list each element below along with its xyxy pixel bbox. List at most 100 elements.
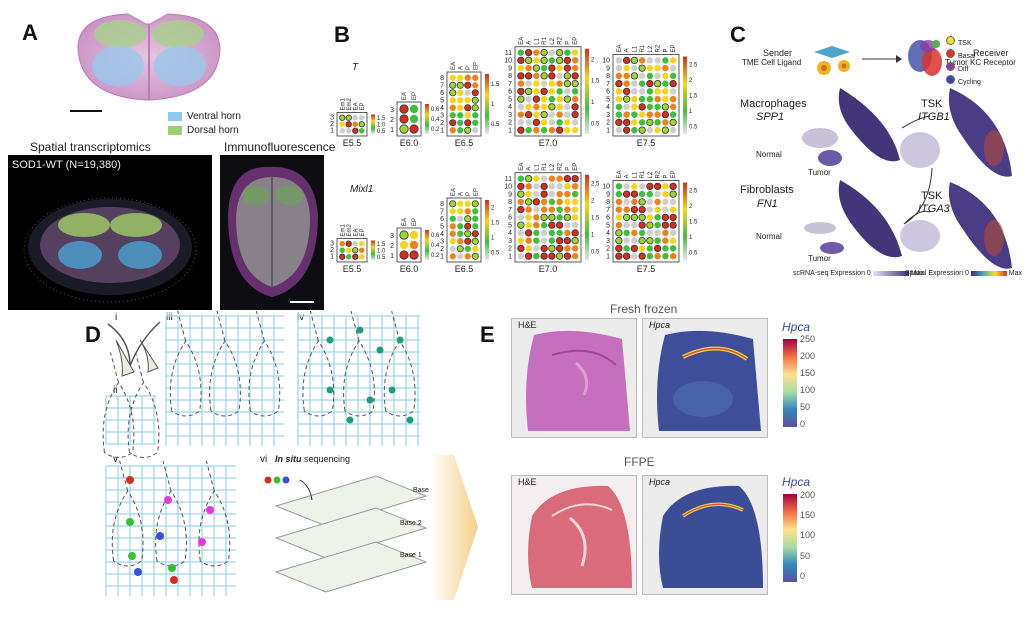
row-label: 8: [606, 73, 610, 80]
dotplot-dot: [525, 126, 532, 134]
col-label: EP: [412, 92, 418, 100]
colorbar-tick: 0.5: [377, 129, 386, 135]
transcript-dot: [366, 396, 374, 404]
dotplot-dot: [669, 103, 677, 111]
dotplot-dot: [517, 87, 525, 96]
dotplot-dot: [661, 110, 670, 119]
ff-tick-200: 200: [800, 351, 816, 361]
dotplot-dot: [409, 124, 419, 134]
dotplot-dot: [615, 88, 623, 95]
swatch-dorsal: [168, 125, 182, 135]
dotplot-dot: [359, 247, 365, 253]
dotplot-dot: [517, 244, 525, 253]
dotplot-dot: [662, 252, 669, 260]
ff-colorbar-title: Hpca: [782, 320, 811, 334]
dotplot-dot: [615, 95, 623, 103]
dotplot-dot: [563, 174, 572, 183]
dotplot-dot: [339, 247, 345, 253]
dotplot-dot: [571, 252, 579, 260]
tumor-label-1: Tumor: [808, 168, 831, 177]
dotplot-dot: [346, 247, 352, 253]
dotplot-dot: [449, 215, 456, 222]
col-label: EA: [402, 218, 408, 226]
dotplot-dot: [457, 238, 464, 245]
col-label: A: [527, 167, 533, 171]
row-label: 10: [602, 58, 610, 65]
colorbar-tick: 2: [689, 204, 693, 210]
dotplot-dot: [638, 205, 646, 214]
dotplot-dot: [540, 221, 548, 229]
base-2-label: Base 2: [400, 520, 422, 527]
cell-process: [255, 310, 265, 342]
stage-label: E6.0: [400, 264, 419, 274]
dotplot-dot: [669, 190, 677, 198]
col-label: Em2: [347, 224, 353, 237]
dotplot-dot: [638, 245, 646, 252]
dotplot-dot: [555, 221, 564, 229]
sender-to-receiver-arrow: [862, 55, 902, 63]
col-label: EA: [617, 44, 623, 52]
dotplot-dot: [556, 88, 563, 95]
dotplot-dot: [669, 72, 677, 80]
legend-dorsal-horn: Dorsal horn: [168, 125, 239, 136]
dotplot-dot: [556, 198, 563, 206]
transcript-dot: [156, 532, 164, 540]
col-label: L1: [632, 45, 638, 52]
row-label: 4: [508, 230, 512, 237]
row-label: 11: [505, 176, 512, 183]
dotplot-dot: [662, 80, 669, 87]
legend-tsk: TSK: [946, 36, 981, 49]
colorbar-tick: 1.5: [591, 79, 600, 85]
macrophages-label: Macrophages: [740, 98, 807, 110]
dotplot-frame: [336, 112, 368, 137]
dotplot-dot: [517, 182, 525, 191]
dotplot-dot: [464, 200, 471, 207]
row-label: 6: [440, 216, 444, 223]
dotplot-dot: [631, 237, 638, 244]
dotplot-dot: [638, 88, 646, 95]
dotplot-dot: [571, 206, 579, 213]
itga3-label: ITGA3: [918, 203, 950, 215]
dotplot-dot: [540, 48, 548, 57]
receiver-sub: Tumor KC Receptor: [945, 58, 1016, 67]
row-label: 1: [440, 254, 444, 261]
row-label: 5: [508, 222, 512, 229]
dotplot-dot: [623, 198, 630, 206]
col-label: P: [565, 41, 571, 45]
dotplot-dot: [638, 103, 646, 111]
row-label: 7: [508, 81, 512, 88]
row-label: 1: [508, 127, 512, 134]
row-label: 2: [440, 120, 444, 127]
receiver-umap: [902, 32, 948, 88]
dotplot-dot: [662, 229, 669, 237]
row-label: 4: [440, 105, 444, 112]
dotplot-dot: [457, 112, 464, 119]
dotplot-dot: [556, 64, 563, 72]
transcript-dot: [356, 326, 364, 334]
cell-outline: [209, 340, 241, 417]
colorbar-tick: 1: [689, 235, 693, 241]
dotplot-frame: [612, 180, 680, 263]
dotplot-dot: [654, 103, 661, 111]
row-label: 1: [508, 253, 512, 260]
col-label: L2: [550, 37, 556, 44]
cell-process: [391, 310, 401, 342]
dotplot-dot: [669, 229, 677, 237]
col-label: Em1: [340, 98, 346, 111]
sub-i: i: [115, 312, 118, 323]
dotplot-dot: [615, 190, 623, 198]
dotplot-dot: [669, 213, 677, 222]
dotplot-dot: [564, 198, 571, 206]
row-label: 5: [606, 222, 610, 229]
col-label: A: [527, 41, 533, 45]
ffpe-hpca-label: Hpca: [649, 477, 671, 487]
cell-process: [135, 352, 144, 383]
col-label: P: [466, 66, 472, 70]
dotplot-dot: [654, 190, 661, 198]
row-label: 3: [390, 107, 394, 114]
dotplot-dot: [654, 64, 661, 72]
row-label: 2: [508, 120, 512, 127]
col-label: Em2: [347, 98, 353, 111]
dotplot-dot: [533, 206, 540, 213]
dotplot-dot: [630, 72, 639, 80]
